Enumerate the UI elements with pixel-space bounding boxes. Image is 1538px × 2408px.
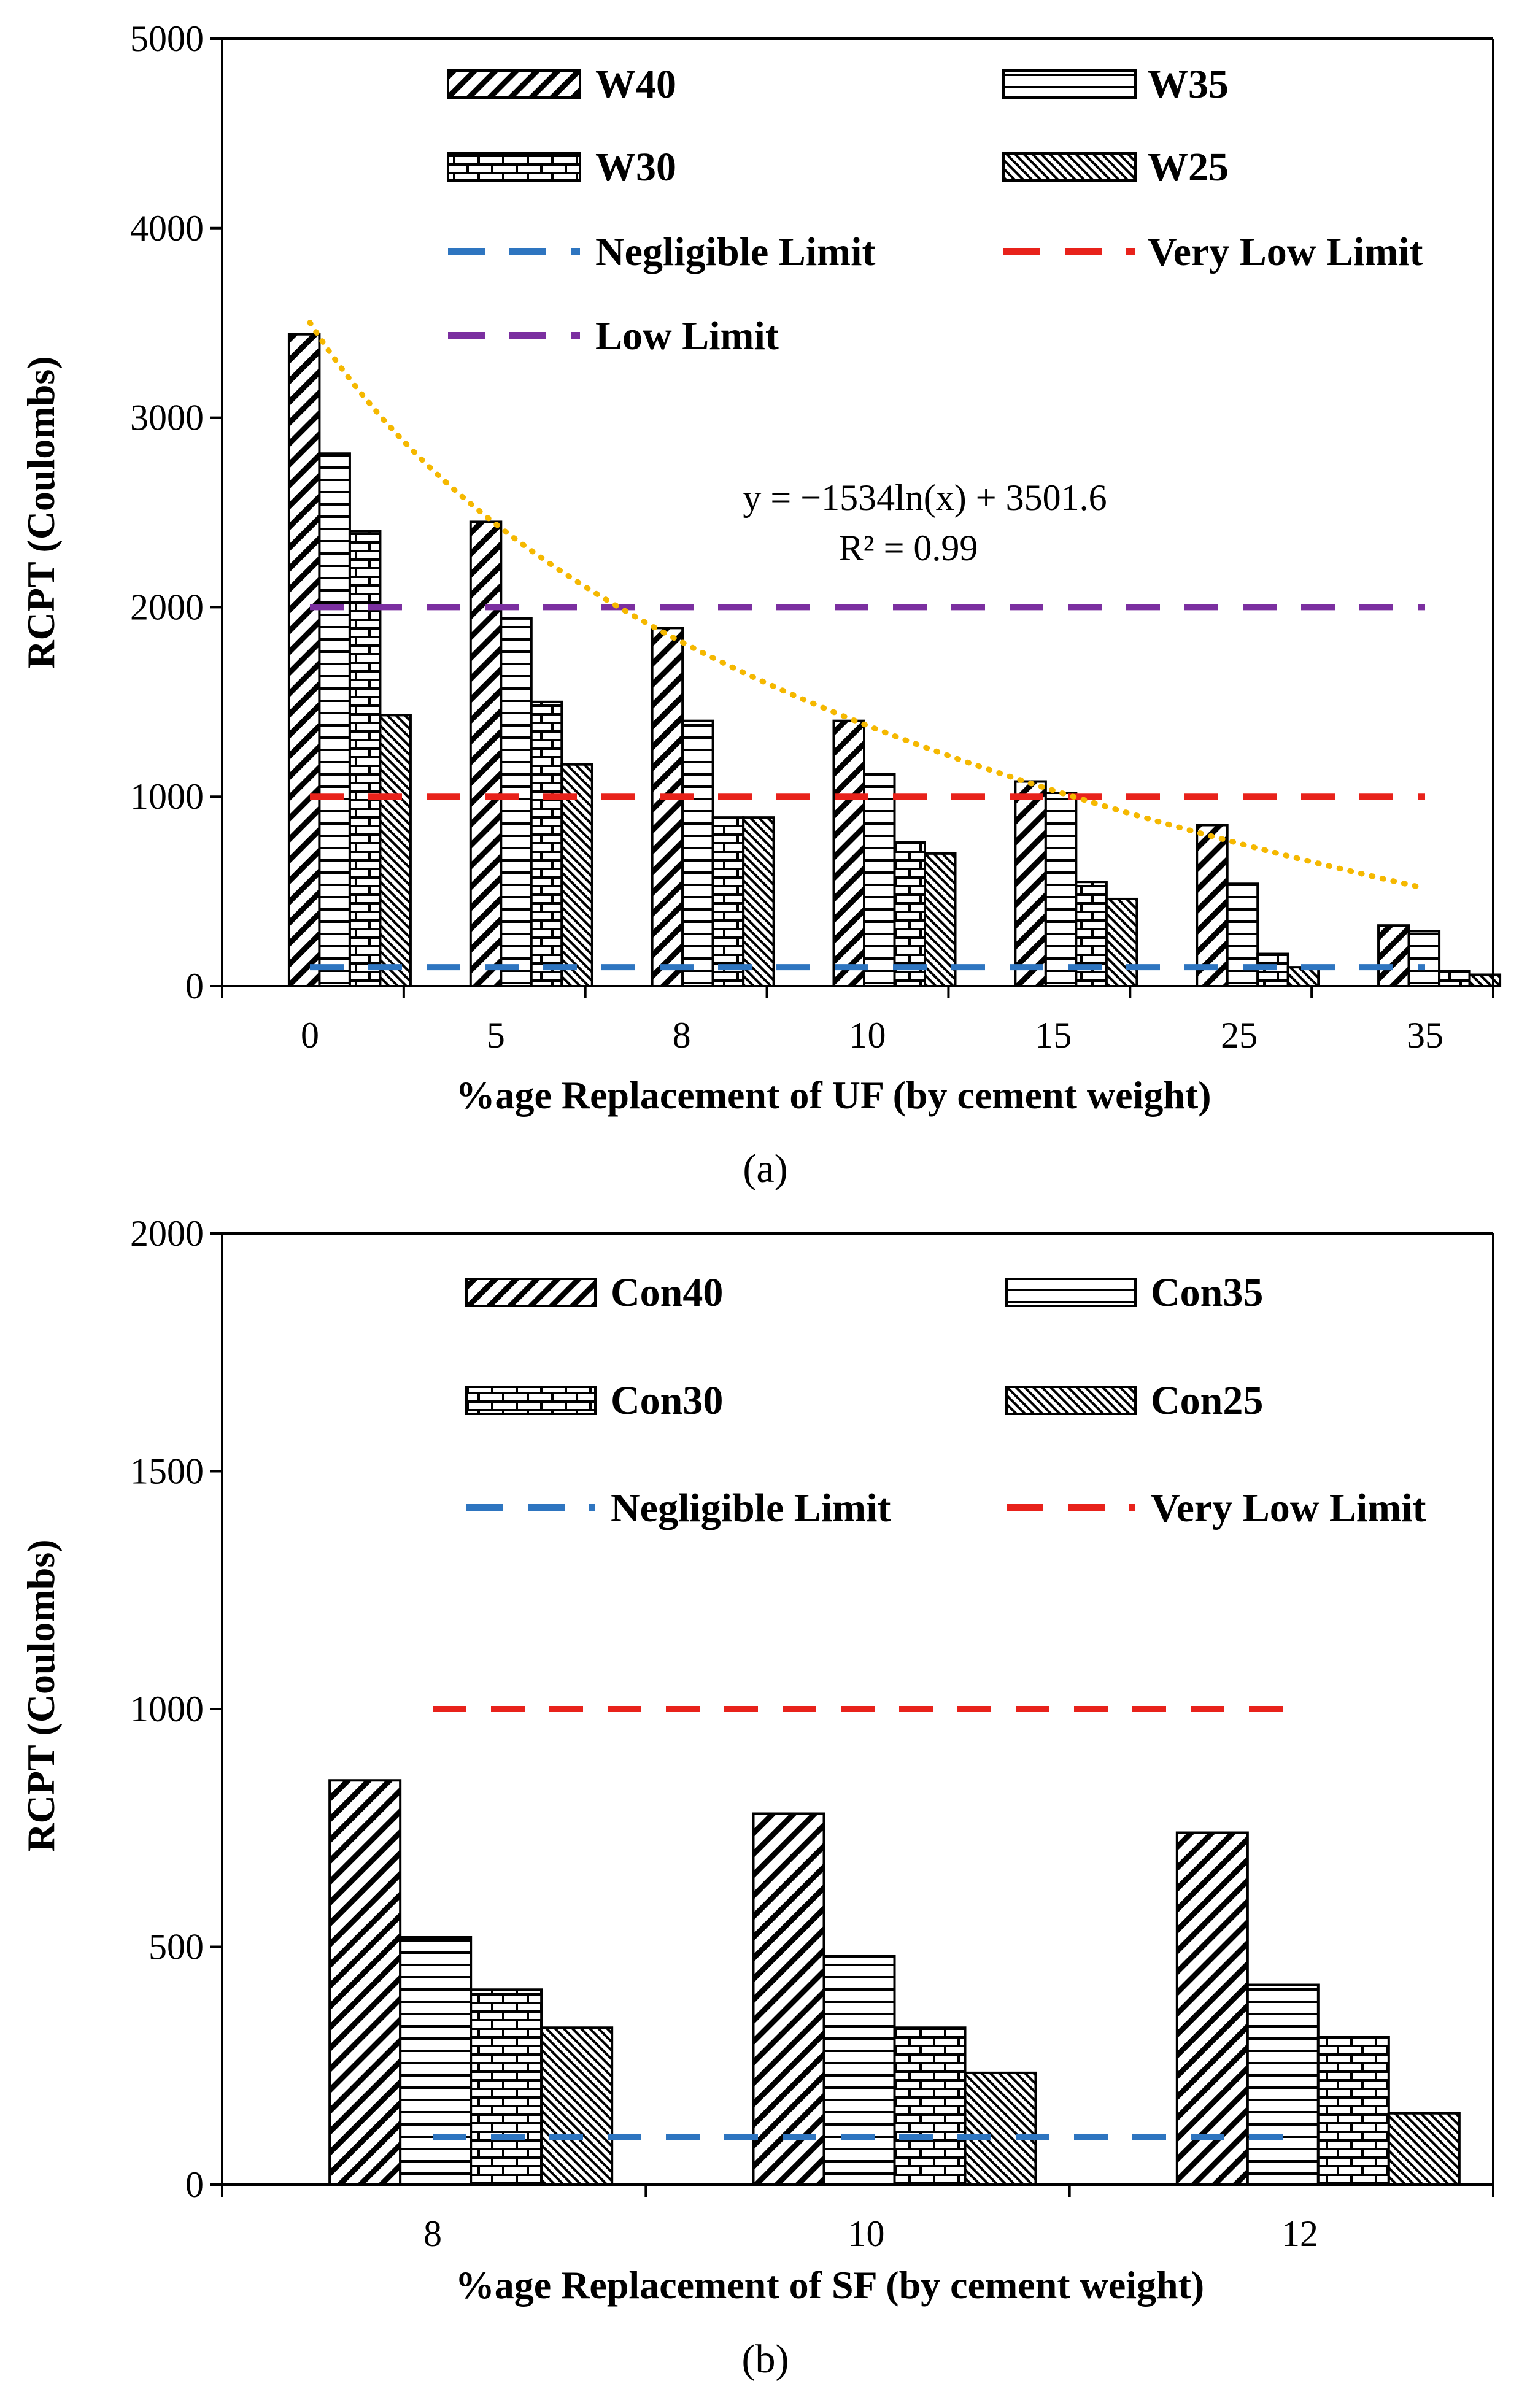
y-tick-label-b-1500: 1500 xyxy=(130,1451,204,1492)
bar-w40-8 xyxy=(651,627,684,987)
legend-label-con30: Con30 xyxy=(611,1378,723,1423)
legend-label-negligible-limit-b: Negligible Limit xyxy=(611,1486,891,1530)
bar-w25-0 xyxy=(379,714,412,988)
x-tick-label-b-10: 10 xyxy=(848,2213,885,2254)
x-axis-label-a: %age Replacement of UF (by cement weight… xyxy=(455,1073,1211,1117)
bar-w40-15 xyxy=(1014,780,1047,987)
bar-w35-10 xyxy=(863,773,896,988)
trendline-curve xyxy=(307,320,1428,891)
bar-w30-15 xyxy=(1075,881,1108,988)
bar-w35-5 xyxy=(500,617,533,987)
x-tick-label-a-0: 0 xyxy=(301,1015,319,1055)
x-tick-label-b-8: 8 xyxy=(423,2213,442,2254)
legend-swatch-w40 xyxy=(447,69,581,99)
bar-w35-0 xyxy=(318,452,351,987)
legend-label-con35: Con35 xyxy=(1151,1270,1263,1315)
legend-swatch-w35 xyxy=(1002,69,1137,99)
bar-con40-12 xyxy=(1175,1831,1249,2186)
legend-label-w25: W25 xyxy=(1148,145,1229,190)
bar-w35-35 xyxy=(1407,930,1441,987)
legend-label-low-limit-a: Low Limit xyxy=(595,314,779,358)
bar-w30-5 xyxy=(530,700,563,988)
trendline-r2: R² = 0.99 xyxy=(839,528,978,568)
bar-w25-8 xyxy=(742,816,775,987)
bar-con40-8 xyxy=(328,1779,402,2186)
legend-label-w35: W35 xyxy=(1148,62,1229,107)
x-tick-label-a-5: 5 xyxy=(487,1015,505,1055)
x-tick-label-b-12: 12 xyxy=(1281,2213,1318,2254)
bar-con40-10 xyxy=(752,1812,825,2186)
y-tick-label-b-1000: 1000 xyxy=(130,1689,204,1729)
legend-label-w40: W40 xyxy=(595,62,676,107)
legend-swatch-w30 xyxy=(447,152,581,182)
legend-swatch-con25 xyxy=(1005,1386,1137,1415)
y-tick-label-a-0: 0 xyxy=(185,966,204,1006)
bar-w30-8 xyxy=(711,816,745,987)
legend-swatch-con30 xyxy=(465,1386,597,1415)
y-tick-label-b-500: 500 xyxy=(149,1927,204,1967)
bar-con35-8 xyxy=(399,1936,473,2186)
y-axis-label-a: RCPT (Coulombs) xyxy=(19,356,63,668)
legend-label-negligible-limit-a: Negligible Limit xyxy=(595,230,875,274)
bar-con35-10 xyxy=(822,1955,896,2186)
legend-label-con40: Con40 xyxy=(611,1270,723,1315)
bar-w40-0 xyxy=(287,333,321,987)
legend-label-w30: W30 xyxy=(595,145,676,190)
x-axis-label-b: %age Replacement of SF (by cement weight… xyxy=(455,2263,1204,2307)
bar-con30-12 xyxy=(1316,2036,1390,2186)
y-tick-label-a-2000: 2000 xyxy=(130,587,204,627)
trendline-equation: y = −1534ln(x) + 3501.6 xyxy=(743,477,1107,518)
bar-con30-10 xyxy=(893,2026,967,2186)
bar-con25-12 xyxy=(1387,2112,1461,2186)
bar-w30-35 xyxy=(1438,970,1471,988)
legend-swatch-con40 xyxy=(465,1278,597,1307)
bar-w40-10 xyxy=(832,719,865,988)
x-tick-label-a-35: 35 xyxy=(1407,1015,1443,1055)
bar-con25-10 xyxy=(964,2071,1037,2186)
y-tick-label-b-2000: 2000 xyxy=(130,1213,204,1254)
bar-w40-5 xyxy=(469,520,503,987)
bar-w25-35 xyxy=(1468,973,1502,988)
bar-w40-25 xyxy=(1196,824,1229,988)
bar-w25-15 xyxy=(1105,897,1138,988)
y-tick-label-a-4000: 4000 xyxy=(130,208,204,249)
bar-w25-10 xyxy=(924,852,957,987)
bar-con30-8 xyxy=(470,1988,543,2186)
y-axis-label-b: RCPT (Coulombs) xyxy=(19,1539,63,1851)
y-tick-label-a-3000: 3000 xyxy=(130,398,204,438)
bar-w35-15 xyxy=(1044,792,1078,988)
legend-label-con25: Con25 xyxy=(1151,1378,1263,1423)
panel-caption-a: (a) xyxy=(743,1146,787,1191)
x-tick-label-a-25: 25 xyxy=(1221,1015,1258,1055)
x-tick-label-a-10: 10 xyxy=(849,1015,886,1055)
x-tick-label-a-8: 8 xyxy=(673,1015,691,1055)
bar-w40-35 xyxy=(1377,924,1410,987)
bar-w30-0 xyxy=(348,530,382,987)
bar-con35-12 xyxy=(1246,1983,1320,2186)
legend-label-very-low-limit-a: Very Low Limit xyxy=(1148,230,1423,274)
bar-w35-25 xyxy=(1226,882,1259,988)
y-tick-label-b-0: 0 xyxy=(185,2164,204,2205)
legend-swatch-con35 xyxy=(1005,1278,1137,1307)
bar-w25-25 xyxy=(1286,966,1320,987)
chart-panel-a: RCPT (Coulombs) %age Replacement of UF (… xyxy=(19,18,1502,1191)
legend-swatch-w25 xyxy=(1002,152,1137,182)
bar-w35-8 xyxy=(681,719,714,988)
chart-panel-b: RCPT (Coulombs) %age Replacement of SF (… xyxy=(19,1213,1494,2382)
y-tick-label-a-1000: 1000 xyxy=(130,776,204,817)
legend-label-very-low-limit-b: Very Low Limit xyxy=(1151,1486,1426,1530)
y-tick-label-a-5000: 5000 xyxy=(130,18,204,59)
panel-caption-b: (b) xyxy=(742,2337,789,2382)
x-tick-label-a-15: 15 xyxy=(1035,1015,1072,1055)
bar-con25-8 xyxy=(540,2026,614,2186)
